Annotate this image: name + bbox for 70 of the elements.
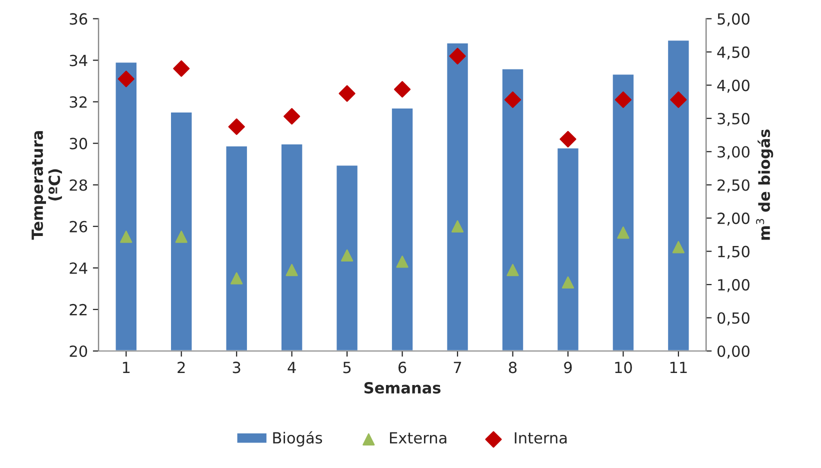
point xyxy=(562,276,574,289)
x-tick-label: 1 xyxy=(122,362,130,374)
x-tick-label: 5 xyxy=(343,362,351,374)
y2-tick-label: 0,00 xyxy=(717,345,750,359)
y2-tick-label: 2,00 xyxy=(718,212,750,226)
x-tick-label: 4 xyxy=(288,362,296,374)
bar xyxy=(224,144,248,351)
point xyxy=(340,249,354,262)
point xyxy=(504,91,522,108)
x-tick-label: 7 xyxy=(454,362,462,374)
point xyxy=(614,91,632,108)
point xyxy=(286,264,298,276)
point xyxy=(230,272,243,284)
x-tick-label: 9 xyxy=(564,362,572,374)
bar xyxy=(446,42,470,351)
point xyxy=(506,264,519,276)
y-tick-label: 24 xyxy=(70,262,88,274)
legend-label: Externa xyxy=(390,432,446,444)
point xyxy=(670,91,687,108)
bar xyxy=(556,146,580,351)
point xyxy=(560,130,576,148)
point xyxy=(120,230,132,243)
y2-axis-title: m$^{3}$ de biogás xyxy=(756,130,774,240)
point xyxy=(672,241,685,254)
x-tick-label: 2 xyxy=(178,362,185,374)
y-tick-label: 26 xyxy=(70,220,88,232)
y2-tick-label: 5,00 xyxy=(718,13,750,26)
point xyxy=(451,220,464,232)
x-tick-label: 8 xyxy=(508,362,517,374)
bar xyxy=(280,142,304,351)
y-tick-label: 36 xyxy=(70,13,88,25)
point xyxy=(449,48,466,64)
point xyxy=(394,81,411,98)
point xyxy=(284,108,300,125)
y2-tick-label: 2,50 xyxy=(718,179,750,192)
x-tick-label: 11 xyxy=(670,362,687,374)
legend-label: Biogás xyxy=(273,431,322,447)
legend-label: Interna xyxy=(514,432,567,444)
y2-tick-label: 3,00 xyxy=(718,146,750,160)
x-axis-title: Semanas xyxy=(364,382,440,394)
bar xyxy=(611,73,635,351)
y2-tick-label: 1,50 xyxy=(718,246,750,259)
y-axis-title: Temperatura (ºC) xyxy=(32,131,62,240)
point xyxy=(396,256,408,268)
y-tick-label: 30 xyxy=(70,138,88,150)
y-tick-label: 20 xyxy=(70,345,88,358)
bar xyxy=(501,68,524,351)
bar xyxy=(170,111,194,351)
y-tick-label: 28 xyxy=(70,179,88,191)
y2-tick-label: 3,50 xyxy=(718,112,750,126)
x-tick-label: 6 xyxy=(398,362,406,374)
point xyxy=(338,85,356,102)
y2-tick-label: 4,00 xyxy=(717,80,750,93)
y2-tick-label: 4,50 xyxy=(717,46,750,60)
point xyxy=(173,60,190,77)
y-tick-label: 32 xyxy=(70,96,87,108)
y2-tick-label: 0,50 xyxy=(717,312,750,326)
point xyxy=(175,230,188,243)
bar xyxy=(390,107,414,351)
bar xyxy=(666,39,690,351)
bar xyxy=(114,61,138,351)
point xyxy=(228,118,245,136)
bar xyxy=(335,164,359,351)
x-tick-label: 3 xyxy=(232,362,240,374)
y-tick-label: 34 xyxy=(70,54,88,66)
x-tick-label: 10 xyxy=(615,362,632,374)
y-tick-label: 22 xyxy=(70,304,87,316)
point xyxy=(617,226,630,239)
y2-tick-label: 1,00 xyxy=(718,279,750,292)
point xyxy=(118,70,134,88)
